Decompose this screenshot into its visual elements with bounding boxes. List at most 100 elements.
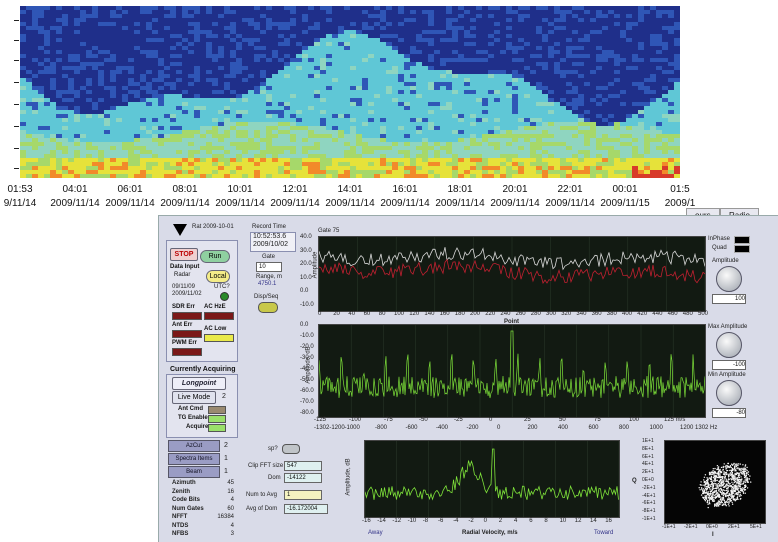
azcut-button[interactable]: AzCut xyxy=(168,440,220,452)
heatmap-cell xyxy=(362,118,368,122)
heatmap-cell xyxy=(302,150,308,154)
heatmap-cell xyxy=(518,14,524,18)
heatmap-cell xyxy=(320,6,326,10)
local-button[interactable]: Local xyxy=(206,270,230,283)
heatmap-cell xyxy=(644,34,650,38)
live-mode-button[interactable]: Live Mode xyxy=(172,391,216,404)
sp-toggle[interactable] xyxy=(282,444,300,454)
heatmap-cell xyxy=(428,150,434,154)
heatmap-cell xyxy=(356,94,362,98)
beam-button[interactable]: Beam xyxy=(168,466,220,478)
heatmap-cell xyxy=(206,154,212,158)
display-toggle[interactable] xyxy=(258,302,278,313)
heatmap-cell xyxy=(260,158,266,162)
heatmap-cell xyxy=(524,30,530,34)
longpoint-button[interactable]: Longpoint xyxy=(172,377,226,390)
heatmap-cell xyxy=(410,150,416,154)
heatmap-cell xyxy=(410,46,416,50)
utc-led[interactable] xyxy=(220,292,229,301)
heatmap-cell xyxy=(182,30,188,34)
min-amplitude-knob[interactable] xyxy=(716,380,742,406)
num-avg-value[interactable]: 1 xyxy=(284,490,322,500)
heatmap-cell xyxy=(518,166,524,170)
heatmap-cell xyxy=(116,14,122,18)
heatmap-cell xyxy=(398,62,404,66)
run-button[interactable]: Run xyxy=(200,250,230,263)
heatmap-cell xyxy=(176,58,182,62)
heatmap-cell xyxy=(260,94,266,98)
heatmap-cell xyxy=(578,10,584,14)
heatmap-cell xyxy=(656,154,662,158)
heatmap-cell xyxy=(440,22,446,26)
heatmap-cell xyxy=(194,42,200,46)
heatmap-cell xyxy=(134,14,140,18)
heatmap-cell xyxy=(620,114,626,118)
heatmap-cell xyxy=(578,154,584,158)
heatmap-cell xyxy=(566,142,572,146)
heatmap-cell xyxy=(134,150,140,154)
heatmap-cell xyxy=(200,158,206,162)
heatmap-cell xyxy=(272,138,278,142)
heatmap-cell xyxy=(146,82,152,86)
heatmap-cell xyxy=(482,26,488,30)
heatmap-cell xyxy=(578,158,584,162)
heatmap-cell xyxy=(122,42,128,46)
heatmap-cell xyxy=(656,70,662,74)
tg-enable-led[interactable] xyxy=(208,415,226,423)
heatmap-cell xyxy=(674,154,680,158)
display-label: Disp/Seq xyxy=(254,294,278,300)
max-amplitude-knob[interactable] xyxy=(716,332,742,358)
heatmap-cell xyxy=(20,74,26,78)
heatmap-cell xyxy=(350,174,356,178)
heatmap-cell xyxy=(578,86,584,90)
heatmap-cell xyxy=(596,118,602,122)
min-amplitude-value[interactable]: -80 xyxy=(712,408,746,418)
stat-label: NTDS xyxy=(172,523,188,529)
heatmap-cell xyxy=(146,6,152,10)
heatmap-cell xyxy=(452,50,458,54)
ant-cmd-led[interactable] xyxy=(208,406,226,414)
heatmap-cell xyxy=(434,170,440,174)
heatmap-cell xyxy=(362,46,368,50)
heatmap-cell xyxy=(476,102,482,106)
heatmap-cell xyxy=(572,82,578,86)
heatmap-cell xyxy=(344,22,350,26)
plot1-xtick: 420 xyxy=(637,311,647,317)
heatmap-cell xyxy=(518,46,524,50)
amplitude-value[interactable]: 100 xyxy=(712,294,746,304)
heatmap-cell xyxy=(188,106,194,110)
heatmap-cell xyxy=(494,46,500,50)
heatmap-cell xyxy=(74,102,80,106)
heatmap-cell xyxy=(92,34,98,38)
heatmap-cell xyxy=(530,46,536,50)
heatmap-cell xyxy=(26,66,32,70)
heatmap-cell xyxy=(272,106,278,110)
heatmap-cell xyxy=(542,174,548,178)
dom-value[interactable]: -14122 xyxy=(284,473,322,483)
heatmap-cell xyxy=(188,38,194,42)
heatmap-cell xyxy=(518,10,524,14)
clip-fft-value[interactable]: 547 xyxy=(284,461,322,471)
stop-button[interactable]: STOP xyxy=(170,248,198,261)
heatmap-cell xyxy=(548,122,554,126)
heatmap-cell xyxy=(140,118,146,122)
acquire-led[interactable] xyxy=(208,424,226,432)
heatmap-cell xyxy=(230,26,236,30)
heatmap-cell xyxy=(548,146,554,150)
gate-input[interactable]: 10 xyxy=(256,262,282,272)
max-amplitude-value[interactable]: -100 xyxy=(712,360,746,370)
heatmap-cell xyxy=(176,134,182,138)
heatmap-cell xyxy=(572,90,578,94)
amplitude-knob[interactable] xyxy=(716,266,742,292)
heatmap-cell xyxy=(572,114,578,118)
heatmap-cell xyxy=(524,42,530,46)
heatmap-cell xyxy=(668,22,674,26)
heatmap-cell xyxy=(128,174,134,178)
spectra-items-button[interactable]: Spectra Items xyxy=(168,453,220,465)
heatmap-cell xyxy=(374,154,380,158)
heatmap-cell xyxy=(290,170,296,174)
heatmap-cell xyxy=(476,30,482,34)
heatmap-cell xyxy=(134,22,140,26)
avg-dom-value[interactable]: -16.172004 xyxy=(284,504,328,514)
heatmap-cell xyxy=(638,134,644,138)
